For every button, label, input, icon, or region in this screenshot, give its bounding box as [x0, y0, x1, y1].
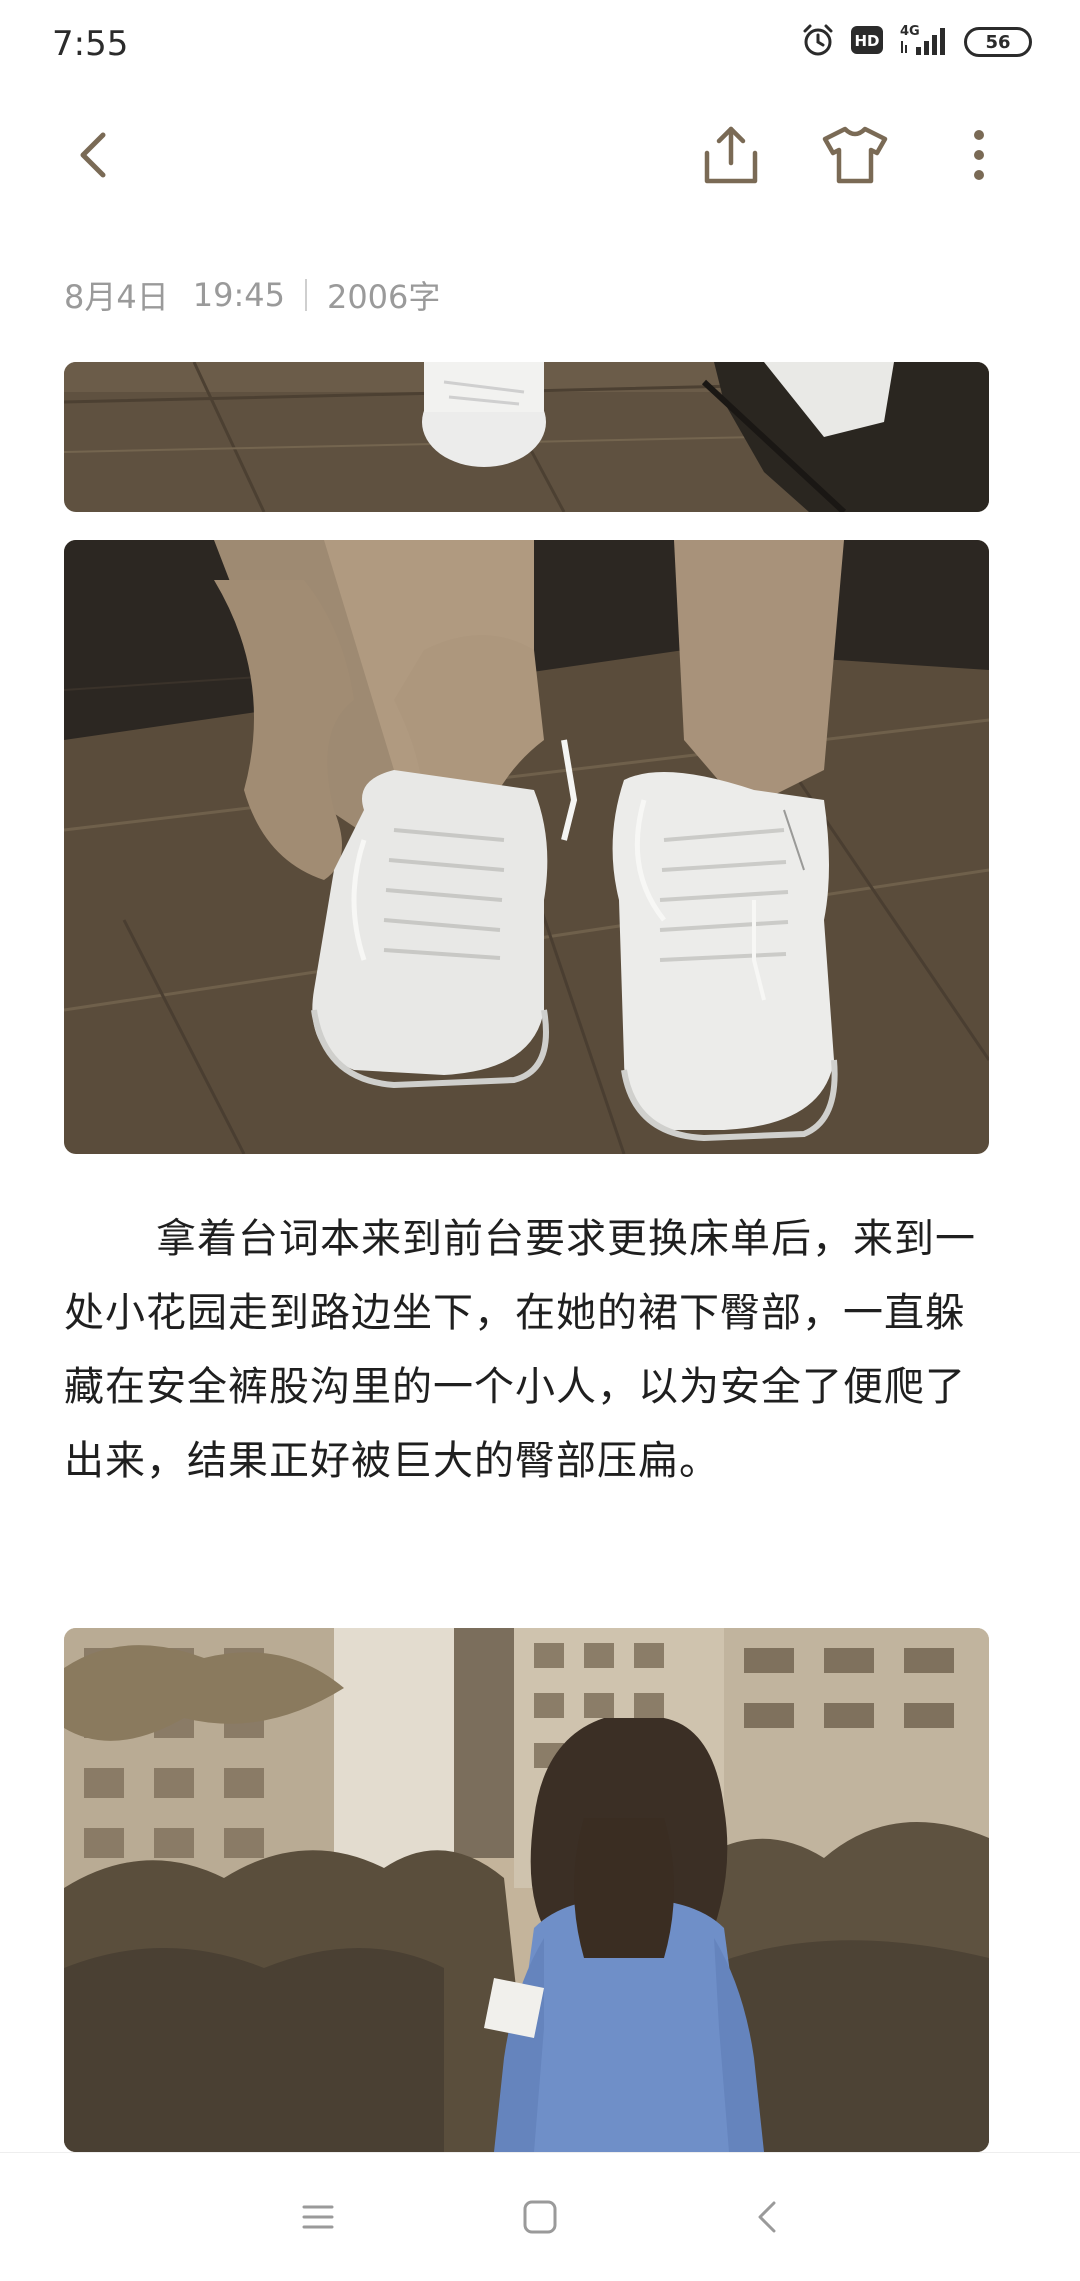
status-time: 7:55	[52, 24, 129, 64]
note-time: 19:45	[192, 276, 285, 314]
signal-icon: 4G	[898, 23, 950, 61]
note-paragraph[interactable]: 拿着台词本来到前台要求更换床单后，来到一处小花园走到路边坐下，在她的裙下臀部，一…	[64, 1216, 976, 1484]
note-word-count: 2006字	[326, 278, 441, 316]
hd-icon: HD	[850, 25, 884, 59]
home-icon	[523, 2200, 557, 2234]
nav-back-button[interactable]	[728, 2177, 808, 2257]
more-icon	[974, 130, 984, 180]
share-icon	[704, 126, 758, 184]
note-date: 8月4日	[64, 278, 169, 316]
note-toolbar	[0, 100, 1080, 210]
back-button[interactable]	[40, 100, 150, 210]
meta-divider	[304, 279, 307, 311]
hd-label: HD	[854, 32, 879, 50]
menu-icon	[302, 2205, 334, 2229]
battery-icon: 56	[964, 27, 1032, 57]
alarm-icon	[800, 22, 836, 62]
nav-home-button[interactable]	[500, 2177, 580, 2257]
status-icons: HD 4G 56	[800, 22, 1032, 62]
battery-level: 56	[985, 31, 1011, 53]
theme-button[interactable]	[800, 100, 910, 210]
back-icon	[80, 132, 106, 178]
note-image[interactable]	[64, 540, 989, 1154]
note-image[interactable]	[64, 1628, 989, 2152]
share-button[interactable]	[676, 100, 786, 210]
status-bar: 7:55 HD 4G 56	[0, 0, 1080, 92]
network-label: 4G	[900, 24, 920, 39]
nav-menu-button[interactable]	[278, 2177, 358, 2257]
back-icon	[758, 2201, 776, 2233]
note-meta: 8月4日 19:45 2006字	[64, 270, 440, 320]
note-image[interactable]	[64, 362, 989, 512]
system-nav-bar	[0, 2152, 1080, 2281]
more-button[interactable]	[924, 100, 1034, 210]
theme-icon	[822, 126, 888, 184]
